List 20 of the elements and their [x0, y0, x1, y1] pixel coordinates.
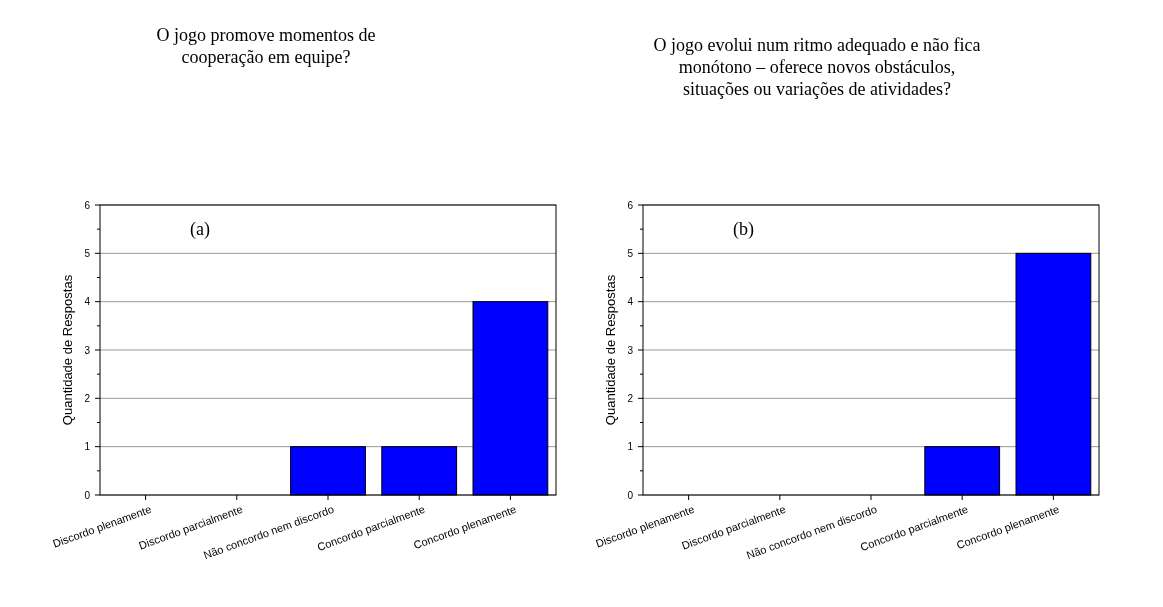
y-tick-label: 0 — [84, 489, 91, 501]
chart-title: O jogo evolui num ritmo adequado e não fica monótono – oferece novos obstáculos, situações ou variações de atividades? — [653, 35, 981, 99]
y-tick-label: 0 — [627, 489, 634, 501]
y-tick-label: 6 — [627, 199, 634, 211]
y-tick-label: 3 — [627, 344, 634, 356]
y-tick-label: 4 — [84, 296, 91, 308]
annotation: (b) — [733, 219, 754, 240]
y-tick-label: 2 — [627, 392, 634, 404]
y-tick-label: 1 — [84, 441, 91, 453]
y-axis-title: Quantidade de Respostas — [60, 274, 75, 426]
y-tick-label: 1 — [627, 441, 634, 453]
y-axis-title: Quantidade de Respostas — [603, 274, 618, 426]
y-tick-label: 5 — [84, 247, 91, 259]
chart-title: O jogo promove momentos de cooperação em equipe? — [156, 25, 376, 67]
y-tick-label: 3 — [84, 344, 91, 356]
y-tick-label: 4 — [627, 296, 634, 308]
y-tick-label: 5 — [627, 247, 634, 259]
annotation: (a) — [190, 219, 210, 240]
y-tick-label: 2 — [84, 392, 91, 404]
y-tick-label: 6 — [84, 199, 91, 211]
